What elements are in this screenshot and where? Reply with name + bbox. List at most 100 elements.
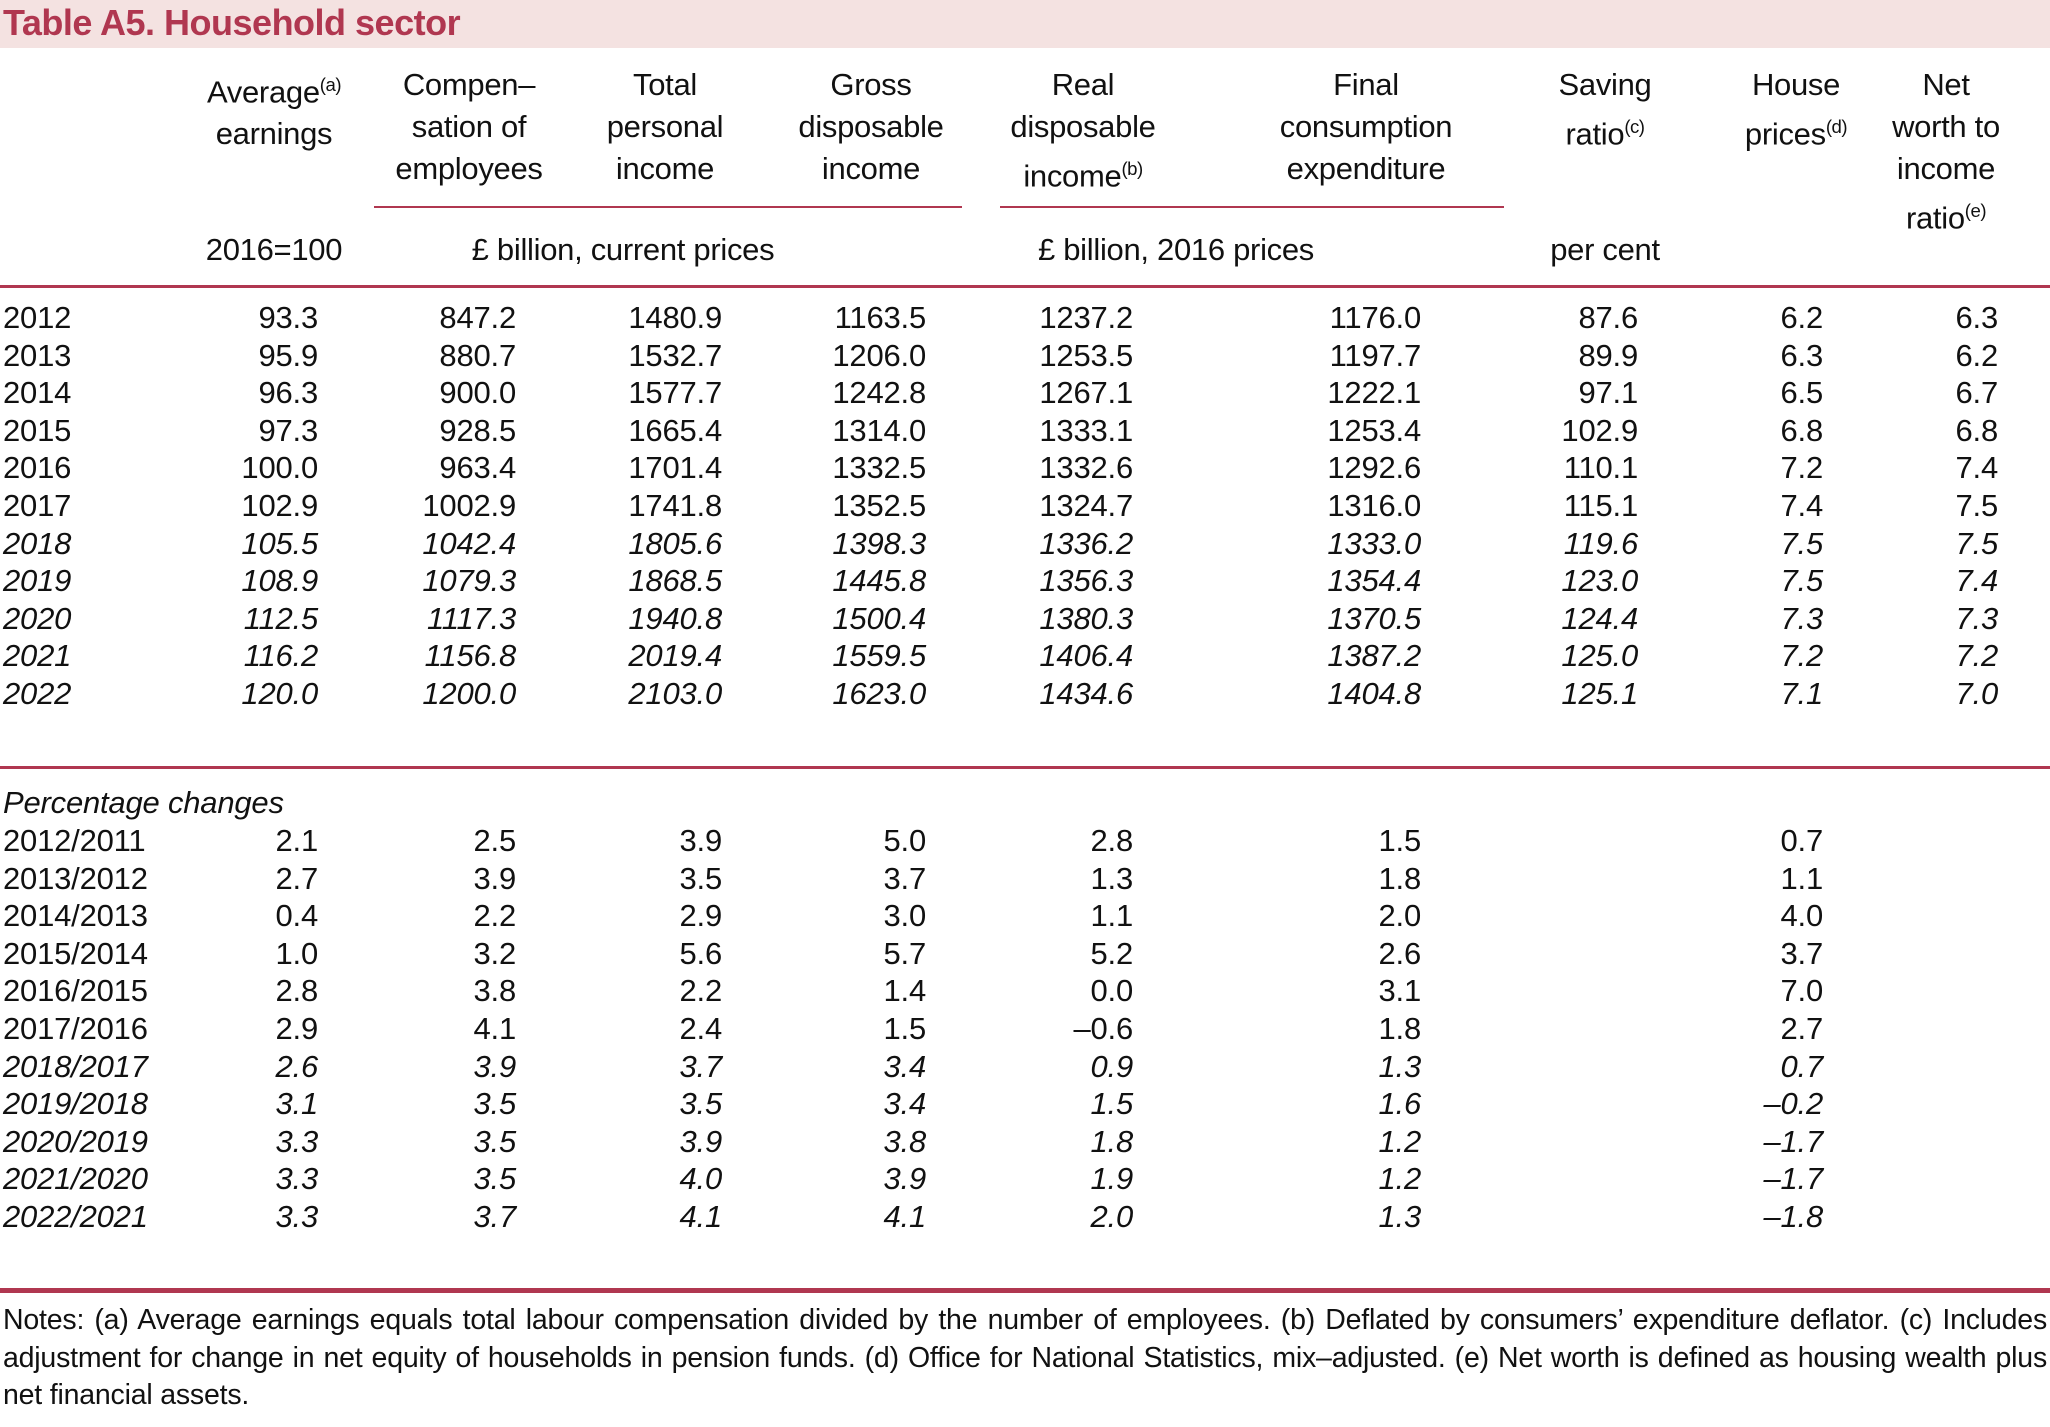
table-row: 2020 112.5 1117.3 1940.8 1500.4 1380.3 1370.5 1… (0, 600, 2000, 638)
cell: 3.7 (679, 1048, 723, 1084)
cell: 3.9 (473, 860, 517, 896)
cell: 1665.4 (628, 412, 722, 448)
cell: 1242.8 (832, 375, 926, 411)
cell: 3.7 (473, 1198, 517, 1234)
cell: 880.7 (439, 337, 516, 373)
cell: 1445.8 (832, 563, 926, 599)
cell: 1559.5 (832, 638, 926, 674)
cell: 3.5 (473, 1161, 517, 1197)
column-header-line: expenditure (1286, 151, 1446, 186)
cell: 1868.5 (628, 563, 722, 599)
column-header-real-disposable-income: Real disposable income(b) (953, 64, 1213, 197)
column-header-total-personal-income: Total personal income (535, 64, 795, 190)
cell: 2.8 (275, 973, 319, 1009)
row-label: 2022/2021 (3, 1198, 148, 1234)
cell: 100.0 (241, 450, 318, 486)
cell: 7.4 (1780, 487, 1824, 523)
column-header-line: prices(d) (1744, 116, 1848, 152)
cell (1423, 1048, 1640, 1086)
cell: 3.9 (473, 1048, 517, 1084)
cell: 2.7 (275, 860, 319, 896)
table-row: 2019/2018 3.1 3.5 3.5 3.4 1.5 1.6 –0.2 (0, 1085, 2000, 1123)
cell: 1.3 (1090, 860, 1134, 896)
cell: 1404.8 (1327, 675, 1421, 711)
cell: 1.8 (1090, 1123, 1134, 1159)
column-group-underline-2016-prices (1000, 206, 1504, 208)
cell: 3.1 (275, 1086, 319, 1122)
cell: 95.9 (258, 337, 318, 373)
cell: 3.8 (473, 973, 517, 1009)
cell (1423, 1085, 1640, 1123)
cell: 7.0 (1955, 675, 1999, 711)
cell: 1623.0 (832, 675, 926, 711)
table-row: 2021/2020 3.3 3.5 4.0 3.9 1.9 1.2 –1.7 (0, 1160, 2000, 1198)
column-header-line: disposable (1010, 109, 1156, 144)
column-header-line: Real (1051, 67, 1115, 102)
cell: 4.1 (679, 1198, 723, 1234)
cell (1825, 972, 2000, 1010)
cell: 1701.4 (628, 450, 722, 486)
cell: 1805.6 (628, 525, 722, 561)
cell: 1354.4 (1327, 563, 1421, 599)
cell: 3.3 (275, 1161, 319, 1197)
cell: 1.1 (1090, 898, 1134, 934)
row-label: 2019 (3, 563, 72, 599)
cell: 3.9 (679, 823, 723, 858)
cell: 102.9 (241, 487, 318, 523)
row-label: 2013/2012 (3, 860, 148, 896)
footnote-marker: (a) (319, 74, 342, 95)
cell: 1336.2 (1039, 525, 1133, 561)
cell: 1253.5 (1039, 337, 1133, 373)
cell: 1197.7 (1329, 337, 1422, 373)
column-header-line: disposable (798, 109, 944, 144)
cell (1423, 1160, 1640, 1198)
cell (1825, 1123, 2000, 1161)
cell: 6.2 (1780, 300, 1824, 335)
table-row: 2017/2016 2.9 4.1 2.4 1.5 –0.6 1.8 2.7 (0, 1010, 2000, 1048)
cell: 1156.8 (424, 638, 517, 674)
cell: 6.7 (1955, 375, 1999, 411)
cell: 3.5 (679, 1086, 723, 1122)
column-header-line: Compen– (402, 67, 536, 102)
cell: 6.2 (1955, 337, 1999, 373)
cell: 7.4 (1955, 450, 1999, 486)
cell: 125.0 (1561, 638, 1638, 674)
row-label: 2014 (3, 375, 72, 411)
cell: 2019.4 (628, 638, 722, 674)
cell: 3.2 (473, 935, 517, 971)
cell: 3.5 (679, 860, 723, 896)
cell: 3.4 (883, 1086, 927, 1122)
cell: 1333.1 (1039, 412, 1133, 448)
cell: 1.3 (1378, 1198, 1422, 1234)
cell: 119.6 (1563, 525, 1638, 561)
cell: 7.5 (1955, 487, 1999, 523)
cell: 1332.5 (832, 450, 926, 486)
table-row: 2012/2011 2.1 2.5 3.9 5.0 2.8 1.5 0.7 (0, 822, 2000, 860)
cell: 123.0 (1561, 563, 1638, 599)
cell (1423, 972, 1640, 1010)
cell: 1292.6 (1327, 450, 1421, 486)
table-row: 2018/2017 2.6 3.9 3.7 3.4 0.9 1.3 0.7 (0, 1048, 2000, 1086)
annual-data-rows: 2012 93.3 847.2 1480.9 1163.5 1237.2 1176.0 87.… (0, 299, 2000, 713)
cell: 87.6 (1578, 300, 1638, 335)
cell: 1117.3 (426, 600, 516, 636)
cell: 5.6 (679, 935, 723, 971)
cell: –0.6 (1073, 1010, 1133, 1046)
cell: 2.0 (1378, 898, 1422, 934)
cell: 1237.2 (1039, 300, 1133, 335)
cell (1423, 822, 1640, 860)
column-header-line: income (821, 151, 921, 186)
cell: 108.9 (241, 563, 318, 599)
cell: 2.0 (1090, 1198, 1134, 1234)
cell: 110.1 (1563, 450, 1638, 486)
cell: 5.2 (1090, 935, 1134, 971)
cell: 1352.5 (832, 487, 926, 523)
row-label: 2015 (3, 412, 72, 448)
cell: 6.8 (1955, 412, 1999, 448)
cell: 4.0 (679, 1161, 723, 1197)
cell (1825, 1198, 2000, 1236)
table-row: 2013 95.9 880.7 1532.7 1206.0 1253.5 1197.7 89.… (0, 337, 2000, 375)
cell: 1.8 (1378, 860, 1422, 896)
cell: –1.8 (1763, 1198, 1823, 1234)
table-title: Table A5. Household sector (3, 2, 461, 43)
